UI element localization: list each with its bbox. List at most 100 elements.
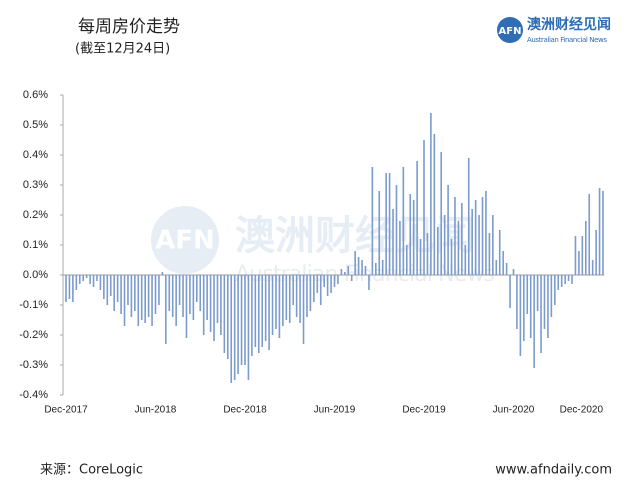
x-tick-label: Dec-2017 — [44, 405, 88, 416]
bar — [578, 251, 580, 275]
title: 每周房价走势 — [78, 17, 180, 37]
logo-circle — [497, 17, 523, 43]
bar — [402, 167, 405, 275]
bar — [330, 275, 332, 293]
x-tick-label: Dec-2018 — [223, 405, 267, 416]
bar — [199, 275, 202, 311]
y-tick-label: 0.1% — [23, 239, 48, 251]
bar — [326, 275, 329, 296]
bar — [440, 152, 443, 275]
bar — [216, 275, 219, 323]
bar — [75, 275, 78, 290]
bar — [433, 134, 436, 275]
bar — [323, 275, 325, 287]
bar — [485, 191, 487, 275]
bar — [106, 275, 109, 305]
bar — [519, 275, 522, 356]
bar — [120, 275, 122, 314]
bar — [399, 221, 401, 275]
bar — [302, 275, 305, 344]
bar — [543, 275, 546, 329]
bar — [230, 275, 233, 383]
bar — [502, 251, 504, 275]
bar — [540, 275, 542, 353]
bar — [134, 275, 136, 311]
bar — [409, 194, 412, 275]
bar — [137, 275, 140, 326]
bar — [175, 275, 177, 326]
bar — [116, 275, 119, 302]
bar — [488, 233, 491, 275]
x-tick-label: Jun-2019 — [314, 405, 356, 416]
bar — [237, 275, 239, 374]
bar — [264, 275, 267, 341]
bar — [147, 275, 150, 317]
bar — [574, 236, 577, 275]
bar — [161, 272, 164, 275]
bar — [492, 215, 494, 275]
bar — [209, 275, 212, 332]
bar — [313, 275, 315, 302]
bar — [571, 275, 573, 284]
bar — [388, 173, 391, 275]
bar — [223, 275, 226, 353]
bar — [196, 275, 198, 302]
bar — [495, 260, 498, 275]
bar — [285, 275, 288, 320]
bar — [72, 275, 74, 302]
bar — [464, 245, 467, 275]
bar — [251, 275, 253, 356]
bar — [529, 275, 532, 338]
bar — [168, 275, 171, 311]
bar — [299, 275, 301, 323]
bar — [319, 275, 322, 305]
x-tick-label: Jun-2020 — [493, 405, 535, 416]
bar — [282, 275, 284, 326]
bar — [127, 275, 129, 305]
bar — [78, 275, 81, 284]
bar — [292, 275, 294, 305]
bar — [405, 245, 408, 275]
watermark-mark: AFN — [155, 226, 215, 256]
bar — [509, 275, 511, 308]
bar — [350, 275, 353, 281]
bar — [516, 275, 518, 329]
bar — [547, 275, 549, 338]
bar — [233, 275, 236, 380]
bar — [185, 275, 188, 338]
bar — [268, 275, 270, 350]
bar — [226, 275, 229, 359]
bar — [140, 275, 143, 320]
bar — [288, 275, 291, 323]
bar — [419, 239, 422, 275]
bar — [392, 209, 394, 275]
bar — [416, 161, 418, 275]
bar — [220, 275, 222, 335]
bar — [378, 191, 381, 275]
bar — [588, 194, 591, 275]
bar — [171, 275, 174, 317]
y-tick-label: 0.2% — [23, 209, 48, 221]
bar — [257, 275, 260, 353]
bar — [385, 173, 387, 275]
bar — [461, 203, 463, 275]
y-tick-label: 0.3% — [23, 179, 48, 191]
bar — [165, 275, 167, 344]
bar — [337, 275, 339, 284]
bar — [89, 275, 91, 284]
bar — [109, 275, 112, 296]
bar — [557, 275, 560, 290]
bar — [536, 275, 539, 311]
y-tick-label: -0.4% — [19, 389, 48, 401]
bar — [178, 275, 181, 305]
bar — [254, 275, 257, 347]
subtitle: (截至12月24日) — [75, 42, 170, 57]
y-tick-label: -0.1% — [19, 299, 48, 311]
bar — [96, 275, 98, 281]
bar — [443, 215, 446, 275]
bar — [526, 275, 529, 314]
y-tick-label: 0.6% — [23, 89, 48, 101]
bar — [361, 260, 363, 275]
bar — [371, 167, 374, 275]
